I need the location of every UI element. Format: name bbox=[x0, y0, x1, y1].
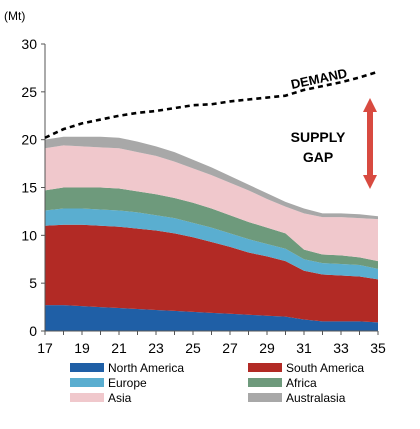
y-tick-label: 30 bbox=[21, 36, 37, 52]
y-tick-label: 20 bbox=[21, 132, 37, 148]
x-tick-label: 29 bbox=[259, 340, 275, 356]
x-tick-label: 17 bbox=[37, 340, 53, 356]
area-europe bbox=[45, 208, 378, 280]
x-tick-label: 19 bbox=[74, 340, 90, 356]
area-south-america bbox=[45, 224, 378, 323]
supply-gap-label-line2: GAP bbox=[303, 149, 333, 165]
legend-swatch bbox=[70, 363, 104, 372]
y-tick-label: 25 bbox=[21, 84, 37, 100]
x-tick-label: 33 bbox=[333, 340, 349, 356]
supply-gap-arrow-head-down bbox=[363, 175, 377, 189]
area-australasia bbox=[45, 136, 378, 220]
x-tick-label: 31 bbox=[296, 340, 312, 356]
legend-label: Australasia bbox=[286, 391, 346, 405]
y-tick-label: 0 bbox=[29, 323, 37, 339]
stacked-areas bbox=[45, 136, 378, 331]
y-tick-label: 5 bbox=[29, 275, 37, 291]
supply-gap-arrow-shaft bbox=[367, 110, 373, 177]
x-tick-label: 23 bbox=[148, 340, 164, 356]
supply-gap-arrow-head-up bbox=[363, 98, 377, 112]
y-tick-label: 10 bbox=[21, 227, 37, 243]
legend-label: North America bbox=[108, 361, 184, 375]
y-tick-label: 15 bbox=[21, 180, 37, 196]
demand-line bbox=[44, 70, 379, 139]
y-unit-label: (Mt) bbox=[4, 9, 25, 23]
area-africa bbox=[45, 187, 378, 269]
x-tick-label: 35 bbox=[370, 340, 386, 356]
x-tick-label: 25 bbox=[185, 340, 201, 356]
supply-gap-label-line1: SUPPLY bbox=[291, 129, 346, 145]
x-tick-label: 21 bbox=[111, 340, 127, 356]
area-asia bbox=[45, 145, 378, 262]
area-north-america bbox=[45, 305, 378, 331]
legend-label: Africa bbox=[286, 376, 317, 390]
legend-swatch bbox=[248, 378, 282, 387]
legend-label: South America bbox=[286, 361, 364, 375]
legend-swatch bbox=[70, 393, 104, 402]
legend-label: Europe bbox=[108, 376, 147, 390]
legend: North America South America Europe Africa As… bbox=[70, 361, 364, 405]
legend-label: Asia bbox=[108, 391, 132, 405]
axes: 0 5 10 15 20 25 30 17 19 21 23 25 27 29 31 33 35 bbox=[21, 36, 386, 356]
legend-swatch bbox=[248, 393, 282, 402]
legend-swatch bbox=[70, 378, 104, 387]
legend-swatch bbox=[248, 363, 282, 372]
supply-gap-annotation: SUPPLY GAP bbox=[291, 98, 377, 189]
demand-line-group: DEMAND bbox=[44, 65, 379, 139]
x-tick-label: 27 bbox=[222, 340, 238, 356]
